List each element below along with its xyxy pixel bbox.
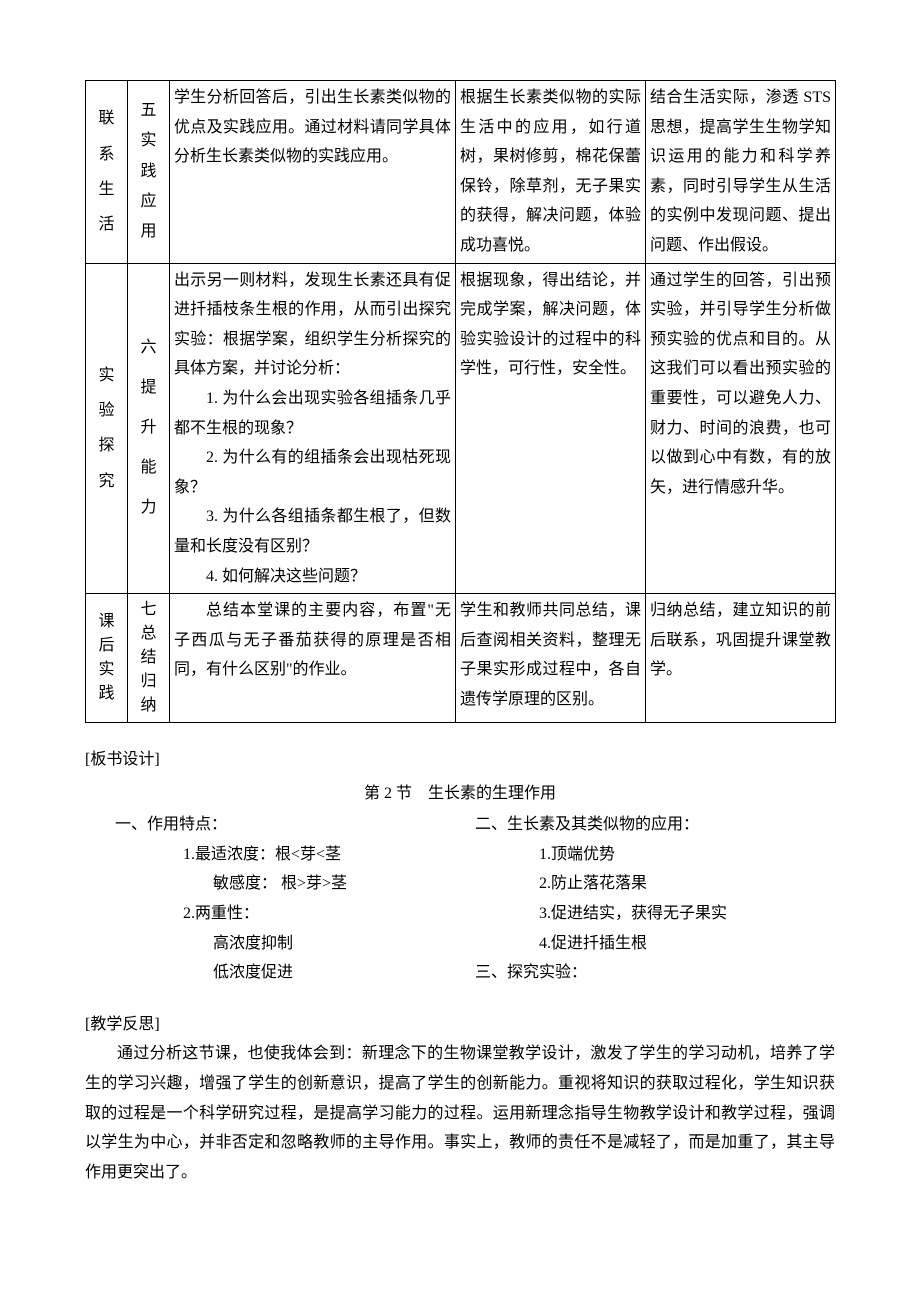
row2-c4: 根据现象，得出结论，并完成学案，解决问题，体验实验设计的过程中的科学性，可行性，… <box>456 263 646 594</box>
left-l2a: 高浓度抑制 <box>115 929 475 959</box>
row1-col2: 五 实 践 应 用 <box>128 81 170 264</box>
row2-c3-q1: 1. 为什么会出现实验各组插条几乎都不生根的现象？ <box>174 384 451 443</box>
board-design-body: 一、作用特点： 1.最适浓度：根<芽<茎 敏感度： 根>芽>茎 2.两重性： 高… <box>85 810 835 988</box>
vertical-label: 七 总 结 归 纳 <box>130 598 167 718</box>
row3-c3-pre: 总结本堂课的主要内容， <box>206 602 393 619</box>
row2-c3-q2: 2. 为什么有的组插条会出现枯死现象？ <box>174 443 451 502</box>
vertical-label: 联 系 生 活 <box>88 101 125 242</box>
vertical-label: 实 验 探 究 <box>88 358 125 499</box>
board-design-title: 第 2 节 生长素的生理作用 <box>85 779 835 809</box>
table-row: 实 验 探 究 六 提 升 能 力 出示另一则材料，发现生长素还具有促进扦插枝条… <box>86 263 836 594</box>
row2-c3: 出示另一则材料，发现生长素还具有促进扦插枝条生根的作用，从而引出探究实验：根据学… <box>170 263 456 594</box>
row2-c3-q3: 3. 为什么各组插条都生根了，但数量和长度没有区别？ <box>174 502 451 561</box>
vertical-label: 课 后 实 践 <box>88 610 125 706</box>
left-h: 一、作用特点： <box>115 810 475 840</box>
row2-c5: 通过学生的回答，引出预实验，并引导学生分析做预实验的优点和目的。从这我们可以看出… <box>646 263 836 594</box>
lesson-table: 联 系 生 活 五 实 践 应 用 学生分析回答后，引出生长素类似物的优点及实践… <box>85 80 836 723</box>
left-l2b: 低浓度促进 <box>115 958 475 988</box>
row2-c3-q4: 4. 如何解决这些问题？ <box>174 562 451 592</box>
row1-c5: 结合生活实际，渗透 STS 思想，提高学生生物学知识运用的能力和科学养素，同时引… <box>646 81 836 264</box>
vertical-label: 五 实 践 应 用 <box>130 96 167 248</box>
teaching-reflection: [教学反思] 通过分析这节课，也使我体会到：新理念下的生物课堂教学设计，激发了学… <box>85 1010 835 1188</box>
row3-col2: 七 总 结 归 纳 <box>128 594 170 723</box>
right-r4: 4.促进扦插生根 <box>475 929 835 959</box>
right-h3: 三、探究实验： <box>475 958 835 988</box>
board-left: 一、作用特点： 1.最适浓度：根<芽<茎 敏感度： 根>芽>茎 2.两重性： 高… <box>85 810 475 988</box>
reflect-heading: [教学反思] <box>85 1010 835 1040</box>
row1-c4: 根据生长素类似物的实际生活中的应用，如行道树，果树修剪，棉花保蕾保铃，除草剂，无… <box>456 81 646 264</box>
row2-col2: 六 提 升 能 力 <box>128 263 170 594</box>
row1-c3: 学生分析回答后，引出生长素类似物的优点及实践应用。通过材料请同学具体分析生长素类… <box>170 81 456 264</box>
row2-col1: 实 验 探 究 <box>86 263 128 594</box>
row3-c3: 总结本堂课的主要内容，布置"无子西瓜与无子番茄获得的原理是否相同，有什么区别"的… <box>170 594 456 723</box>
row3-c4: 学生和教师共同总结，课后查阅相关资料，整理无子果实形成过程中，各自遗传学原理的区… <box>456 594 646 723</box>
row1-col1: 联 系 生 活 <box>86 81 128 264</box>
left-l1: 1.最适浓度：根<芽<茎 <box>115 840 475 870</box>
board-right: 二、生长素及其类似物的应用： 1.顶端优势 2.防止落花落果 3.促进结实，获得… <box>475 810 835 988</box>
right-r2: 2.防止落花落果 <box>475 869 835 899</box>
vertical-label: 六 提 升 能 力 <box>130 328 167 528</box>
right-h: 二、生长素及其类似物的应用： <box>475 810 835 840</box>
right-r3: 3.促进结实，获得无子果实 <box>475 899 835 929</box>
left-l2: 2.两重性： <box>115 899 475 929</box>
row3-c5: 归纳总结，建立知识的前后联系，巩固提升课堂教学。 <box>646 594 836 723</box>
table-row: 联 系 生 活 五 实 践 应 用 学生分析回答后，引出生长素类似物的优点及实践… <box>86 81 836 264</box>
reflect-para: 通过分析这节课，也使我体会到：新理念下的生物课堂教学设计，激发了学生的学习动机，… <box>85 1039 835 1187</box>
left-l1b: 敏感度： 根>芽>茎 <box>115 869 475 899</box>
row2-c3-main: 出示另一则材料，发现生长素还具有促进扦插枝条生根的作用，从而引出探究实验：根据学… <box>174 272 451 378</box>
row3-col1: 课 后 实 践 <box>86 594 128 723</box>
board-design-heading: [板书设计] <box>85 745 835 775</box>
right-r1: 1.顶端优势 <box>475 840 835 870</box>
row3-c3-bold: 布置 <box>393 602 427 619</box>
table-row: 课 后 实 践 七 总 结 归 纳 总结本堂课的主要内容，布置"无子西瓜与无子番… <box>86 594 836 723</box>
